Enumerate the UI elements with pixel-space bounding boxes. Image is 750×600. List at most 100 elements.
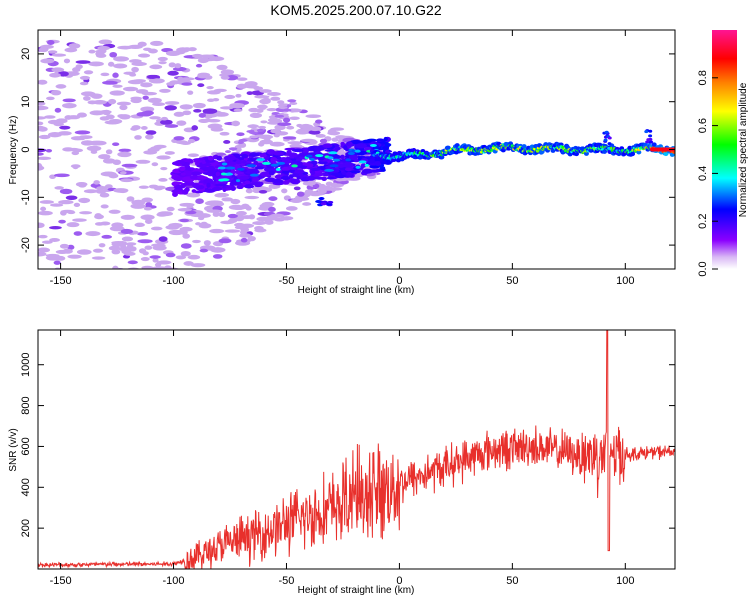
spectrogram-cell — [140, 125, 148, 130]
spectrogram-cell — [112, 72, 119, 78]
spectrogram-cell — [120, 214, 135, 220]
spectrogram-cell — [282, 117, 291, 123]
spectrogram-cell — [214, 112, 227, 117]
spectrogram-cell — [268, 206, 276, 212]
x-tick-label: 50 — [506, 275, 518, 287]
spectrogram-cell — [322, 173, 329, 177]
spectrogram-cell — [263, 136, 271, 141]
spectrogram-cell — [252, 221, 267, 226]
spectrogram-cell — [196, 164, 207, 168]
spectrogram-cell — [286, 150, 292, 154]
spectrogram-cell — [164, 267, 180, 269]
spectrogram-cell — [249, 173, 259, 177]
spectrogram-cell — [345, 158, 352, 162]
spectrogram-cell — [72, 164, 79, 170]
spectrogram-cell — [228, 161, 237, 166]
spectrogram-cell — [272, 151, 285, 156]
spectrogram-cell — [320, 202, 327, 206]
spectrogram-cell — [179, 218, 189, 223]
spectrogram-cell — [226, 172, 232, 176]
spectrogram-cell — [306, 154, 313, 158]
spectrogram-cell — [93, 180, 100, 185]
spectrogram-cell — [244, 184, 254, 189]
spectrogram-cell — [67, 115, 81, 120]
spectrogram-cell — [72, 67, 81, 73]
spectrogram-cell — [215, 171, 221, 177]
spectrogram-cell — [140, 82, 153, 88]
spectrogram-cell — [112, 84, 123, 88]
spectrogram-cell — [268, 170, 275, 176]
spectrogram-cell — [105, 149, 113, 155]
colorbar-tick-label: 0.0 — [697, 261, 709, 276]
spectrogram-cell — [57, 131, 72, 136]
snr-y-ticks: 200 400 600 800 1000 — [20, 352, 675, 537]
spectrogram-cell — [245, 205, 252, 211]
spectrogram-cell — [175, 255, 187, 260]
spectrogram-cell — [142, 251, 149, 256]
spectrogram-cell — [244, 81, 258, 87]
spectrogram-cell — [197, 83, 205, 88]
y-tick-label: 0 — [20, 146, 32, 152]
colorbar-tick-label: 0.4 — [697, 166, 709, 181]
spectrogram-cell — [280, 175, 291, 181]
spectrogram-cell — [289, 101, 298, 105]
spectrogram-cell — [288, 152, 298, 158]
spectrogram-cell — [191, 53, 203, 58]
spectrogram-cell — [165, 225, 180, 230]
spectrogram-cell — [454, 143, 460, 148]
spectrogram-cell — [123, 71, 136, 75]
spectrogram-cell — [137, 53, 151, 58]
spectrogram-cell — [148, 184, 159, 189]
spectrogram-cell — [261, 201, 275, 207]
spectrogram-cell — [277, 122, 292, 126]
spectrogram-cell — [521, 144, 527, 149]
spectrogram-cell — [91, 256, 106, 260]
spectrogram-cell — [53, 260, 61, 265]
spectrogram-cell — [160, 166, 168, 171]
x-tick-label: 0 — [396, 575, 402, 587]
spectrogram-cell — [201, 160, 207, 165]
spectrogram-cell — [88, 140, 105, 146]
colorbar-tick-label: 0.8 — [697, 70, 709, 85]
spectrogram-cell — [123, 272, 130, 276]
spectrogram-cell — [88, 61, 104, 67]
spectrogram-cell — [38, 116, 47, 120]
spectrogram-cell — [329, 164, 339, 168]
spectrogram-cell — [256, 158, 266, 162]
spectrogram-cell — [84, 272, 90, 277]
spectrogram-cell — [282, 180, 290, 185]
spectrogram-cell — [143, 110, 154, 116]
spectrogram-cell — [645, 140, 650, 144]
spectrogram-cell — [225, 150, 231, 154]
spectrogram-cell — [374, 160, 382, 167]
spectrogram-cell — [100, 72, 110, 77]
spectrogram-cell — [141, 265, 154, 269]
spectrogram-cell — [268, 196, 278, 201]
spectrogram-cell — [364, 163, 369, 167]
spectrogram-cell — [561, 145, 565, 149]
spectrogram-cell — [117, 240, 128, 247]
spectrogram-cell — [40, 58, 55, 64]
spectrogram-cell — [236, 132, 245, 137]
spectrogram-cell — [102, 80, 118, 85]
spectrogram-cell — [121, 236, 134, 242]
spectrogram-cell — [312, 192, 321, 196]
spectrogram-cell — [289, 116, 300, 121]
spectrogram-cell — [67, 254, 82, 259]
spectrogram-cell — [41, 240, 53, 244]
y-tick-label: 1000 — [20, 352, 32, 376]
spectrogram-cell — [183, 170, 196, 176]
spectrogram-cell — [327, 156, 334, 160]
spectrogram-cell — [144, 218, 153, 224]
spectrogram-cell — [45, 149, 53, 153]
spectrogram-cell — [348, 141, 353, 147]
spectrogram-cell — [296, 175, 301, 180]
spectrogram-cell — [119, 104, 128, 111]
spectrogram-cell — [62, 102, 77, 109]
spectrogram-cell — [271, 111, 280, 115]
spectrogram-cell — [309, 157, 315, 161]
spectrogram-cell — [67, 244, 75, 250]
spectrogram-cell — [40, 206, 47, 212]
spectrogram-cell — [44, 115, 56, 119]
spectrogram-cell — [92, 248, 104, 253]
